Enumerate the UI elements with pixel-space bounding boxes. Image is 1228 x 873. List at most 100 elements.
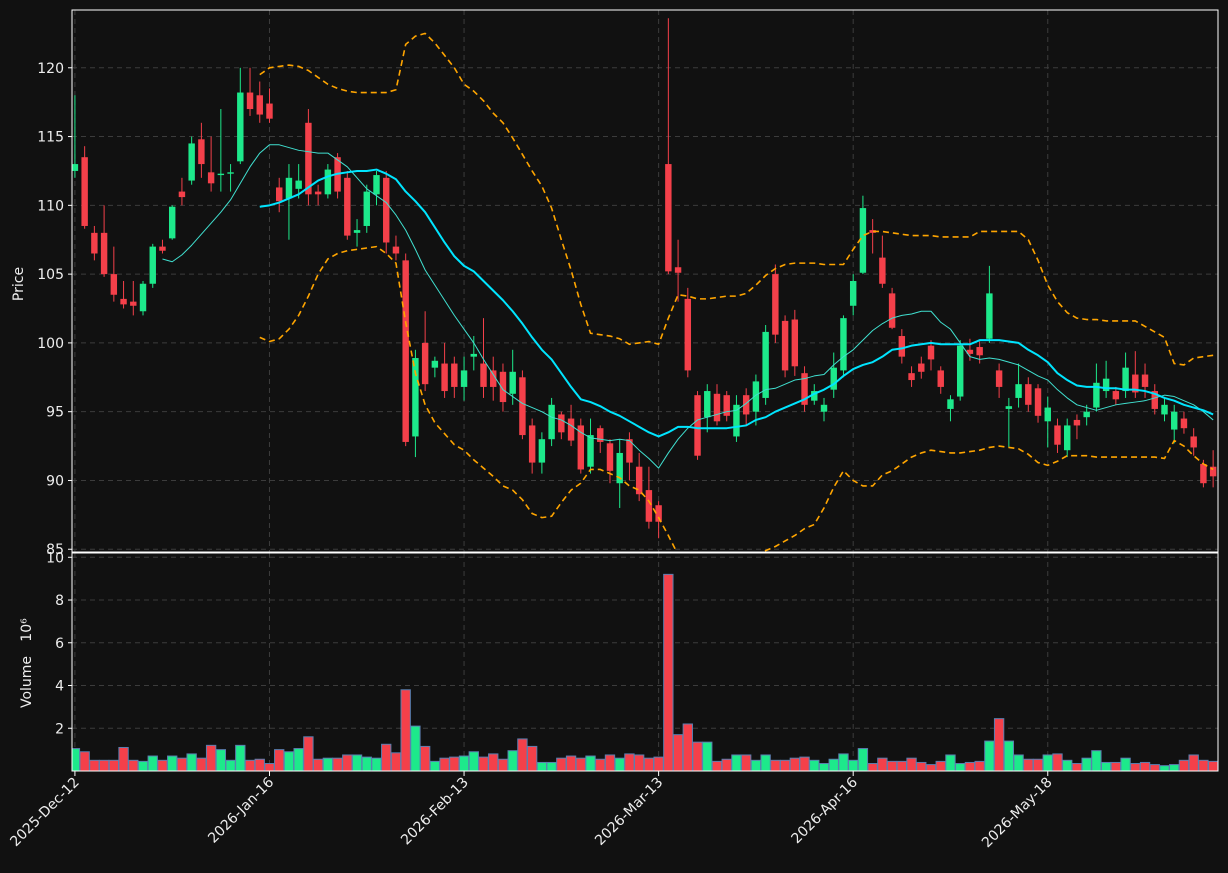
candle-body bbox=[412, 358, 419, 437]
volume-bar bbox=[1110, 761, 1122, 771]
volume-bar bbox=[838, 753, 849, 771]
candle-body bbox=[597, 428, 604, 442]
volume-bar bbox=[1100, 761, 1112, 771]
candle-body bbox=[733, 404, 740, 437]
candle-body bbox=[188, 143, 195, 181]
volume-bar bbox=[361, 756, 372, 771]
volume-bar bbox=[848, 759, 859, 771]
volume-bar bbox=[215, 749, 227, 771]
candle-body bbox=[91, 232, 98, 254]
volume-bar bbox=[351, 754, 363, 771]
candle-body bbox=[713, 393, 721, 422]
volume-bar bbox=[312, 758, 324, 771]
candle-body bbox=[441, 363, 448, 392]
candle-body bbox=[178, 191, 186, 198]
volume-bar bbox=[98, 759, 110, 771]
volume-bar bbox=[497, 758, 509, 771]
candle-body bbox=[908, 373, 915, 381]
candle-body bbox=[635, 466, 643, 495]
volume-bar bbox=[682, 723, 693, 771]
overlay-line bbox=[259, 245, 1214, 552]
volume-bar bbox=[186, 753, 197, 771]
candle-body bbox=[674, 267, 682, 273]
candle-body bbox=[538, 439, 546, 463]
volume-bar bbox=[1013, 754, 1024, 771]
volume-bar bbox=[1207, 760, 1218, 771]
candle-body bbox=[1073, 419, 1081, 426]
candle-body bbox=[276, 187, 283, 202]
volume-bar bbox=[1042, 754, 1053, 771]
candle-body bbox=[1161, 404, 1168, 415]
volume-axis-label-group: Volume 10⁶ bbox=[19, 618, 35, 708]
candle-body bbox=[344, 177, 351, 236]
candle-body bbox=[314, 191, 322, 195]
candle-body bbox=[168, 206, 176, 239]
volume-bar bbox=[633, 754, 645, 771]
volume-bar bbox=[984, 740, 995, 771]
volume-bar bbox=[1120, 757, 1131, 771]
volume-bar bbox=[779, 759, 791, 771]
candle-body bbox=[480, 363, 487, 387]
candle-body bbox=[742, 395, 750, 415]
volume-bar bbox=[225, 759, 236, 771]
volume-bar bbox=[478, 756, 489, 771]
candle-body bbox=[1171, 411, 1178, 430]
candle-body bbox=[723, 395, 730, 416]
volume-bar bbox=[458, 755, 470, 771]
volume-bar bbox=[760, 754, 771, 771]
candle-body bbox=[820, 404, 828, 412]
y-tick-label: 90 bbox=[46, 473, 64, 489]
volume-bar bbox=[595, 758, 606, 771]
volume-bar bbox=[624, 753, 635, 771]
candle-body bbox=[237, 92, 244, 162]
candle-body bbox=[295, 180, 302, 189]
volume-bar bbox=[147, 755, 158, 771]
y-tick-label: 105 bbox=[37, 267, 64, 283]
candle-body bbox=[159, 246, 166, 251]
candle-body bbox=[324, 169, 332, 195]
volume-bar bbox=[663, 573, 674, 771]
candle-body bbox=[616, 452, 623, 484]
candle-body bbox=[227, 172, 234, 174]
candle-body bbox=[830, 367, 837, 390]
volume-bar bbox=[692, 741, 703, 771]
candle-body bbox=[1025, 384, 1032, 405]
volume-bar bbox=[916, 761, 927, 771]
candle-body bbox=[1044, 407, 1051, 422]
volume-bar bbox=[1149, 764, 1160, 771]
volume-bar bbox=[556, 757, 567, 771]
volume-bar bbox=[799, 756, 810, 771]
volume-bar bbox=[945, 754, 956, 771]
candle-body bbox=[1015, 384, 1022, 398]
candle-body bbox=[373, 175, 380, 195]
volume-bar bbox=[1062, 759, 1073, 771]
y-tick-label: 4 bbox=[55, 679, 64, 695]
y-tick-label: 2 bbox=[55, 721, 64, 737]
volume-bar bbox=[176, 757, 188, 771]
volume-bar bbox=[770, 759, 781, 771]
candle-body bbox=[791, 319, 799, 367]
volume-bar bbox=[614, 757, 625, 771]
volume-bar bbox=[789, 757, 800, 771]
volume-bar bbox=[410, 725, 421, 771]
volume-bar bbox=[604, 754, 616, 771]
volume-bar bbox=[89, 759, 100, 771]
candle-body bbox=[986, 293, 993, 339]
volume-bar bbox=[877, 757, 888, 771]
volume-bar bbox=[1169, 764, 1180, 771]
candle-body bbox=[947, 399, 954, 409]
candle-body bbox=[1005, 406, 1013, 409]
volume-bar bbox=[439, 757, 450, 771]
y-tick-label: 10 bbox=[46, 550, 64, 566]
volume-offset-label: 10⁶ bbox=[19, 618, 35, 642]
candle-body bbox=[567, 418, 575, 441]
candle-body bbox=[1054, 425, 1061, 445]
candle-body bbox=[1093, 382, 1100, 408]
volume-bar bbox=[167, 755, 178, 771]
y-tick-label: 115 bbox=[37, 130, 64, 146]
candle-body bbox=[1180, 418, 1188, 429]
candle-body bbox=[927, 345, 935, 360]
volume-bar bbox=[575, 757, 586, 771]
price-panel-frame bbox=[71, 9, 1219, 553]
volume-bar bbox=[585, 755, 596, 771]
